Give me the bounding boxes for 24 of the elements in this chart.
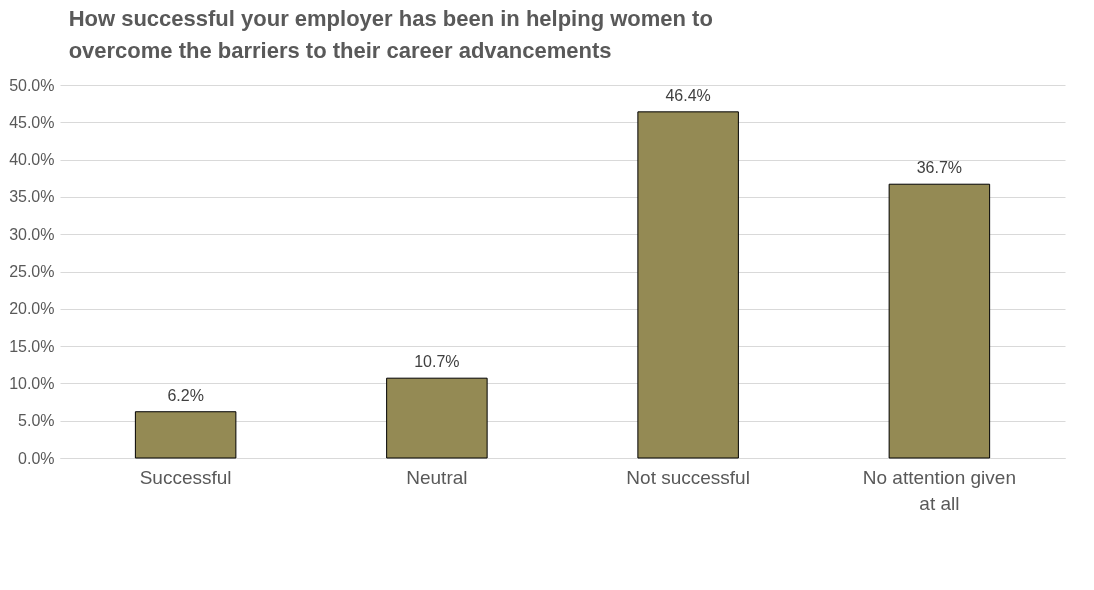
y-tick-label: 50.0% [9,76,55,94]
bar [386,377,488,459]
x-tick-label: Neutral [406,466,468,488]
data-label: 46.4% [665,86,711,104]
y-tick-label: 5.0% [18,412,55,430]
y-tick-label: 10.0% [9,374,55,392]
bar [134,411,237,459]
x-tick-label: Not successful [626,466,750,488]
y-tick-label: 20.0% [9,300,55,318]
data-label: 6.2% [167,386,204,404]
bar [888,183,991,459]
x-tick-label: No attention given at all [862,466,1016,514]
chart-title: How successful your employer has been in helping women to overcome the barriers to their career advancements [68,6,713,63]
x-tick-label: Successful [139,466,232,488]
y-tick-label: 25.0% [9,263,55,280]
y-tick-label: 35.0% [9,188,55,206]
y-tick-label: 15.0% [9,337,55,355]
y-tick-label: 40.0% [9,151,55,169]
y-tick-label: 0.0% [18,449,55,467]
bar [637,111,739,459]
data-label: 36.7% [916,159,963,177]
data-label: 10.7% [414,353,460,371]
y-tick-label: 45.0% [9,113,55,131]
y-tick-label: 30.0% [9,225,55,243]
